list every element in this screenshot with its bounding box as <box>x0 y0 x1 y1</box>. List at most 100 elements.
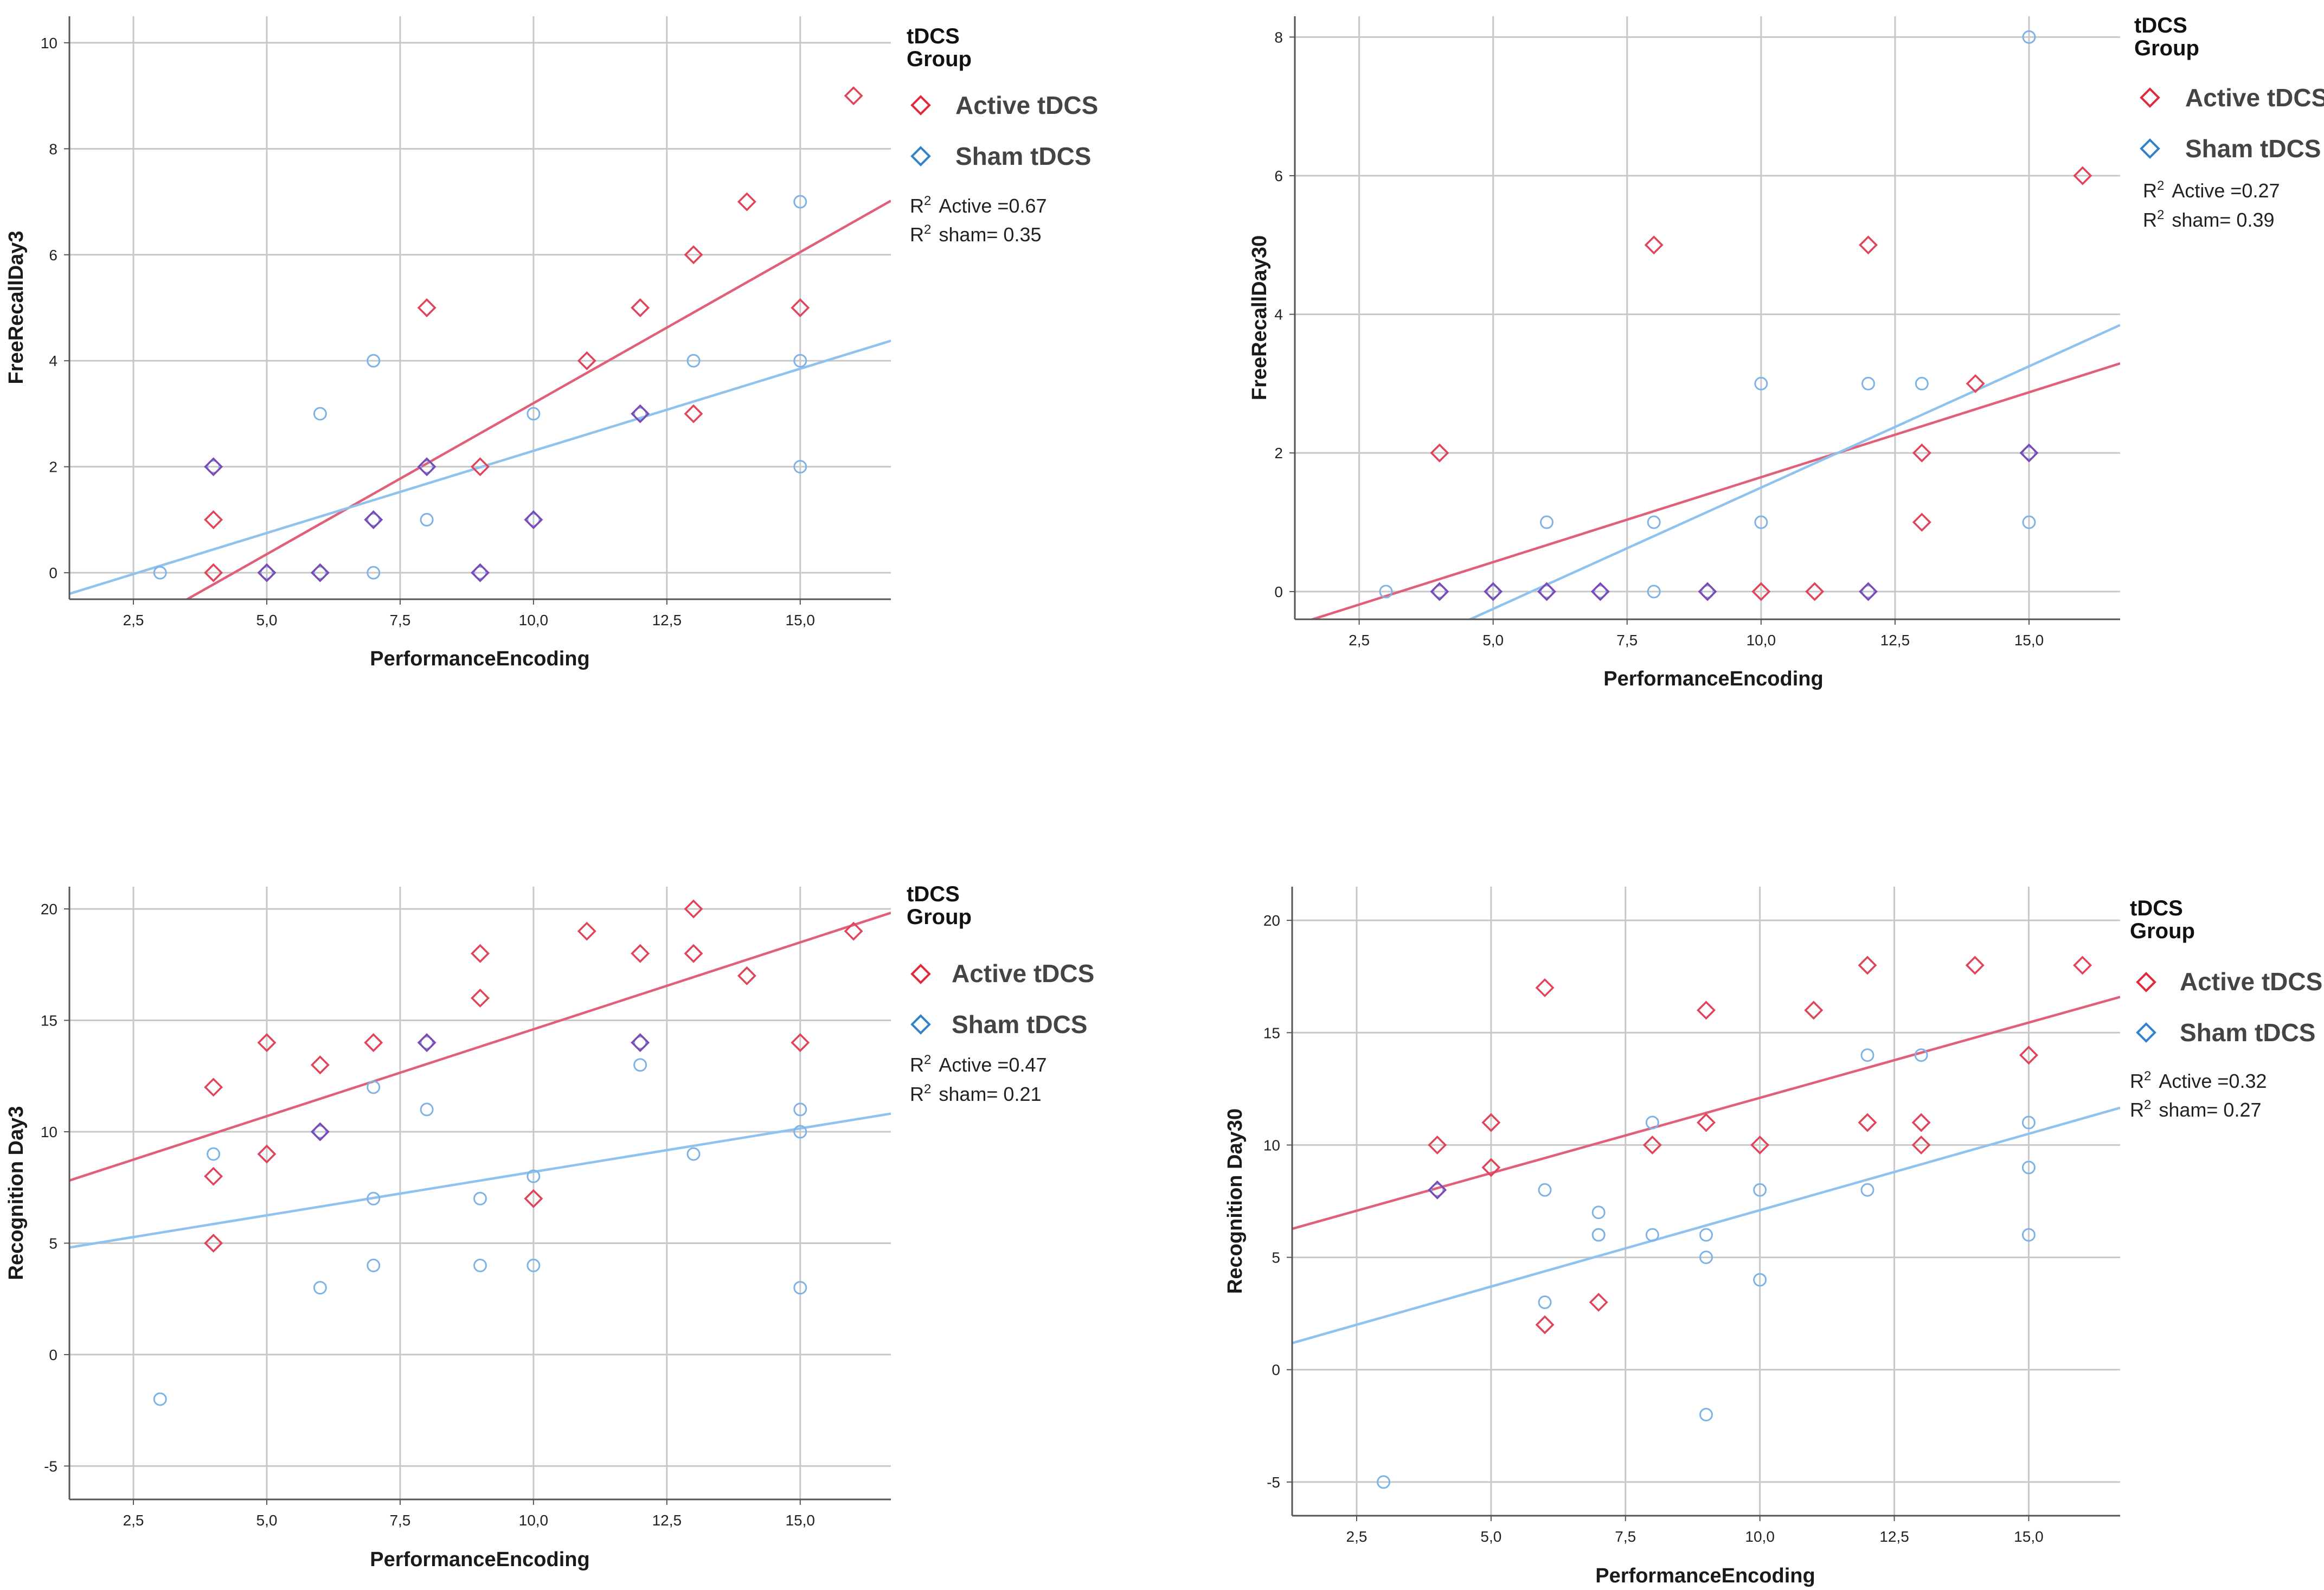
point-sham <box>420 460 434 474</box>
point-sham <box>1754 376 1768 390</box>
point-active <box>471 944 490 963</box>
r2-superscript: 2 <box>924 194 931 208</box>
point-active <box>471 457 490 477</box>
fit-line-active <box>1308 362 2120 619</box>
x-tick-label: 7,5 <box>1615 1528 1636 1545</box>
point-active <box>1912 512 1931 532</box>
fit-line-sham <box>1292 1106 2120 1344</box>
tick-labels: 2,5 5,0 7,5 10,0 12,5 15,0 -5 0 5 10 15 20 <box>41 901 815 1529</box>
r2-symbol: R <box>2130 1070 2144 1092</box>
point-active <box>2019 1046 2038 1065</box>
x-tick-label: 2,5 <box>123 612 144 629</box>
point-active <box>204 510 223 529</box>
y-tick-label: 5 <box>1272 1249 1280 1266</box>
point-sham <box>367 1191 381 1206</box>
point-sham <box>1591 1206 1606 1220</box>
x-tick-label: 12,5 <box>1879 1528 1909 1545</box>
r2-symbol: R <box>910 1054 924 1076</box>
legend: tDCS Group Active tDCS Sham tDCS R2 Activ… <box>2130 896 2322 1121</box>
point-active <box>1430 582 1449 601</box>
point-active <box>204 1078 223 1097</box>
point-active <box>1966 374 1985 393</box>
point-sham <box>793 1281 807 1295</box>
r2-sham: R2 sham= 0.21 <box>910 1082 1041 1105</box>
plot-area <box>1295 16 2120 619</box>
x-tick-label: 10,0 <box>1747 632 1776 649</box>
y-tick-label: 4 <box>49 352 57 369</box>
point-active <box>684 245 703 265</box>
r2-symbol: R <box>2143 209 2157 231</box>
grid <box>69 887 891 1499</box>
point-sham <box>313 407 327 421</box>
point-sham <box>633 1036 647 1050</box>
point-sham <box>1593 585 1607 599</box>
x-tick-label: 2,5 <box>1346 1528 1368 1545</box>
legend-active-diamond-icon <box>2140 87 2160 108</box>
point-sham <box>527 1169 541 1183</box>
point-sham <box>1377 1475 1391 1489</box>
point-active <box>844 86 863 106</box>
point-active <box>1805 582 1825 601</box>
legend-active-label: Active tDCS <box>2185 84 2324 112</box>
x-tick-label: 2,5 <box>123 1512 144 1529</box>
point-active <box>417 1033 436 1053</box>
fit-line-sham <box>1467 324 2120 619</box>
point-sham <box>1699 1251 1713 1265</box>
point-sham <box>1540 585 1554 599</box>
point-sham <box>1860 1183 1874 1197</box>
fit-line-sham <box>69 339 891 595</box>
r2-superscript: 2 <box>924 222 931 237</box>
x-axis-label: PerformanceEncoding <box>1595 1565 1815 1587</box>
point-active <box>1804 1001 1824 1020</box>
legend-active-diamond-icon <box>910 95 931 116</box>
legend-title-line1: tDCS <box>2134 14 2187 37</box>
legend-active-label: Active tDCS <box>2180 967 2322 996</box>
legend-title-line1: tDCS <box>2130 896 2183 920</box>
x-tick-label: 12,5 <box>652 1512 682 1529</box>
point-active <box>364 510 383 529</box>
y-axis-label: Recognition Day30 <box>1224 1108 1247 1294</box>
point-sham <box>527 407 541 421</box>
r2-active: R2 Active =0.47 <box>910 1053 1047 1076</box>
legend-active-diamond-icon <box>2136 972 2156 992</box>
point-active <box>364 1033 383 1053</box>
legend: tDCS Group Active tDCS Sham tDCS R2 Activ… <box>907 24 1098 246</box>
point-sham <box>1861 376 1875 390</box>
point-sham <box>313 1125 327 1139</box>
point-sham <box>1538 1295 1552 1309</box>
point-active <box>524 510 543 529</box>
point-active <box>310 1055 330 1075</box>
point-active <box>1535 1315 1555 1335</box>
y-tick-label: 4 <box>1274 306 1283 323</box>
point-sham <box>207 460 221 474</box>
point-sham <box>2022 515 2036 529</box>
x-tick-label: 10,0 <box>519 612 549 629</box>
point-sham <box>1647 515 1661 529</box>
r2-superscript: 2 <box>924 1082 931 1097</box>
tick-labels: 2,5 5,0 7,5 10,0 12,5 15,0 -5 0 5 10 15 20 <box>1263 912 2044 1545</box>
point-sham <box>633 407 647 421</box>
y-tick-label: 0 <box>49 1347 57 1363</box>
point-sham <box>2021 1161 2036 1175</box>
point-sham <box>1915 376 1929 390</box>
point-sham <box>686 1147 701 1161</box>
point-active <box>1750 1135 1770 1155</box>
point-sham <box>793 195 807 209</box>
legend-active-diamond-icon <box>910 964 931 984</box>
point-sham <box>793 1102 807 1117</box>
r2-sham: R2 sham= 0.35 <box>910 222 1041 246</box>
point-active <box>417 457 436 477</box>
point-active <box>1912 443 1931 463</box>
point-active <box>1644 235 1664 255</box>
point-sham <box>1486 585 1500 599</box>
r2-active: R2 Active =0.27 <box>2143 178 2280 202</box>
point-active <box>1642 1135 1662 1155</box>
point-active <box>791 1033 810 1053</box>
point-sham <box>686 354 701 368</box>
legend-title-line2: Group <box>907 47 972 71</box>
point-active <box>257 563 277 582</box>
point-active <box>1481 1113 1501 1132</box>
y-tick-label: 15 <box>1263 1024 1280 1041</box>
fit-lines <box>69 200 891 599</box>
x-tick-label: 15,0 <box>786 1512 816 1529</box>
